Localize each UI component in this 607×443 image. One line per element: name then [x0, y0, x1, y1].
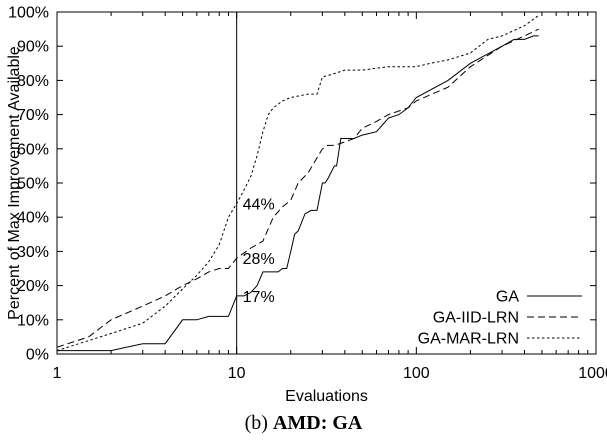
y-tick-label: 10%: [17, 312, 49, 329]
y-tick-label: 80%: [17, 73, 49, 90]
plot-area: 0% 10% 20% 30% 40% 50% 60% 70% 80% 90% 100% 1 10 100 1…: [6, 5, 607, 406]
series-line-ga: [57, 35, 539, 352]
legend-label: GA: [496, 289, 519, 306]
figure-caption: (b) AMD: GA: [0, 412, 607, 435]
annotation-label: 44%: [243, 197, 275, 214]
annotation-label: 17%: [243, 289, 275, 306]
y-tick-label: 0%: [26, 347, 49, 364]
y-axis-title: Percent of Max Improvement Available: [6, 46, 23, 320]
annotation-label: 28%: [243, 251, 275, 268]
legend-label: GA-MAR-LRN: [418, 331, 519, 348]
series-line-ga-iid-lrn: [56, 28, 539, 348]
y-tick-label: 20%: [17, 278, 49, 295]
y-tick-label: 100%: [8, 5, 49, 22]
y-tick-label: 90%: [17, 39, 49, 56]
x-tick-label: 10: [228, 365, 246, 382]
x-tick-label: 100: [403, 365, 430, 382]
caption-prefix: (b): [244, 412, 273, 434]
x-axis-title: Evaluations: [285, 388, 368, 405]
y-tick-label: 50%: [17, 176, 49, 193]
caption-title: AMD: GA: [272, 412, 363, 434]
y-tick-label: 60%: [17, 141, 49, 158]
y-tick-label: 30%: [17, 244, 49, 261]
y-tick-label: 70%: [17, 107, 49, 124]
x-tick-label: 1: [53, 365, 62, 382]
legend-label: GA-IID-LRN: [433, 310, 519, 327]
series-line-ga-mar-lrn: [56, 14, 539, 352]
y-tick-label: 40%: [17, 210, 49, 227]
x-tick-label: 1000: [578, 365, 607, 382]
